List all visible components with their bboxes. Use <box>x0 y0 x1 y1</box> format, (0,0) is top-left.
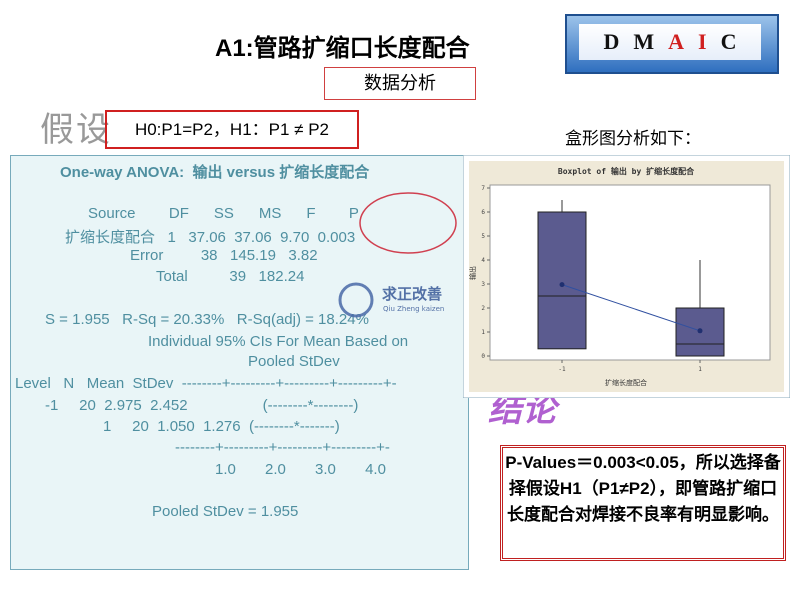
y-tick-label: 0 <box>481 353 485 360</box>
hypothesis-label: 假设 <box>40 112 112 149</box>
anova-line: --------+---------+---------+---------+- <box>175 439 390 456</box>
y-tick-label: 2 <box>481 305 485 312</box>
watermark-logo <box>338 282 374 318</box>
boxplot-note: 盒形图分析如下： <box>565 129 701 148</box>
dmaic-letter: I <box>698 29 707 54</box>
anova-panel <box>10 155 469 570</box>
y-axis-label: 输出 <box>468 266 477 280</box>
mean-point <box>697 328 703 334</box>
chart-title: Boxplot of 输出 by 扩缩长度配合 <box>558 166 695 176</box>
anova-line: Individual 95% CIs For Mean Based on <box>148 333 409 350</box>
anova-line: 1 20 1.050 1.276 (--------*-------) <box>103 418 340 435</box>
x-tick-label: -1 <box>558 366 566 373</box>
boxplot-chart: Boxplot of 输出 by 扩缩长度配合 扩缩长度配合 输出 0 1 2 3 4 5… <box>463 155 790 398</box>
x-axis-label: 扩缩长度配合 <box>605 378 647 387</box>
x-tick-label: 1 <box>698 366 702 373</box>
box <box>537 211 587 350</box>
watermark-name: 求正改善 <box>382 285 442 303</box>
y-tick-label: 6 <box>481 209 485 216</box>
watermark-pinyin: Qiu Zheng kaizen <box>383 305 444 313</box>
anova-title: One-way ANOVA: 输出 versus 扩缩长度配合 <box>60 164 370 181</box>
section-label: 数据分析 <box>324 67 476 100</box>
anova-line: Source DF SS MS F P <box>88 205 359 222</box>
anova-line: S = 1.955 R-Sq = 20.33% R-Sq(adj) = 18.2… <box>45 311 369 328</box>
hypothesis: H0:P1=P2，H1：P1 ≠ P2 <box>105 110 359 149</box>
y-tick-label: 3 <box>481 281 485 288</box>
dmaic-letter: D <box>603 29 620 54</box>
dmaic-letter: M <box>633 29 655 54</box>
dmaic-letter: A <box>668 29 685 54</box>
conclusion: P-Values＝0.003<0.05，所以选择备择假设H1（P1≠P2），即管… <box>500 445 786 561</box>
mean-point <box>559 282 565 288</box>
watermark: 求正改善 Qiu Zheng kaizen <box>338 282 444 318</box>
anova-line: 1.0 2.0 3.0 4.0 <box>215 461 386 478</box>
highlight-ellipse <box>359 192 457 254</box>
y-tick-label: 4 <box>481 257 485 264</box>
anova-line: Pooled StDev <box>248 353 340 370</box>
title: A1:管路扩缩口长度配合 <box>215 35 470 62</box>
anova-line: Error 38 145.19 3.82 <box>130 247 318 264</box>
anova-line: Total 39 182.24 <box>156 268 305 285</box>
y-tick-label: 1 <box>481 329 485 336</box>
mean-line <box>561 284 701 332</box>
dmaic-letter: C <box>720 29 737 54</box>
anova-line: 扩缩长度配合 1 37.06 37.06 9.70 0.003 <box>65 229 356 246</box>
anova-line: Level N Mean StDev --------+---------+--… <box>15 375 397 392</box>
y-tick-label: 5 <box>481 233 485 240</box>
anova-line: -1 20 2.975 2.452 (--------*--------) <box>45 397 359 414</box>
y-tick-label: 7 <box>481 185 485 192</box>
anova-line: Pooled StDev = 1.955 <box>152 503 299 520</box>
